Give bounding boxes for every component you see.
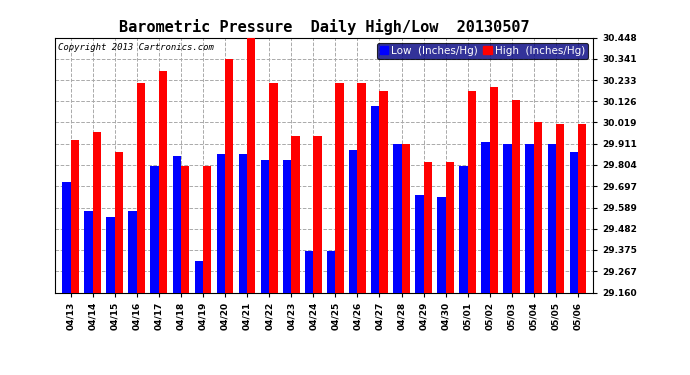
Bar [482,142,490,292]
Bar [446,162,454,292]
Bar [349,150,357,292]
Bar [357,82,366,292]
Bar [150,166,159,292]
Bar [62,182,70,292]
Bar [402,144,410,292]
Bar [217,154,225,292]
Bar [115,152,123,292]
Bar [137,82,145,292]
Bar [335,82,344,292]
Bar [468,90,476,292]
Bar [424,162,432,292]
Bar [578,124,586,292]
Bar [569,152,578,292]
Bar [313,136,322,292]
Bar [437,198,446,292]
Bar [269,82,277,292]
Bar [371,106,380,292]
Bar [225,59,233,292]
Bar [283,160,291,292]
Bar [556,124,564,292]
Bar [512,100,520,292]
Legend: Low  (Inches/Hg), High  (Inches/Hg): Low (Inches/Hg), High (Inches/Hg) [377,43,588,59]
Bar [415,195,424,292]
Bar [84,211,92,292]
Bar [261,160,269,292]
Bar [70,140,79,292]
Bar [380,90,388,292]
Bar [203,166,211,292]
Bar [526,144,534,292]
Bar [305,251,313,292]
Bar [195,261,203,292]
Bar [393,144,402,292]
Bar [106,217,115,292]
Bar [128,211,137,292]
Bar [291,136,299,292]
Bar [327,251,335,292]
Bar [247,37,255,292]
Bar [172,156,181,292]
Bar [490,87,498,292]
Bar [92,132,101,292]
Bar [548,144,556,292]
Bar [239,154,247,292]
Text: Copyright 2013 Cartronics.com: Copyright 2013 Cartronics.com [58,43,214,52]
Bar [504,144,512,292]
Bar [181,166,189,292]
Title: Barometric Pressure  Daily High/Low  20130507: Barometric Pressure Daily High/Low 20130… [119,19,530,35]
Bar [460,166,468,292]
Bar [534,122,542,292]
Bar [159,71,167,292]
